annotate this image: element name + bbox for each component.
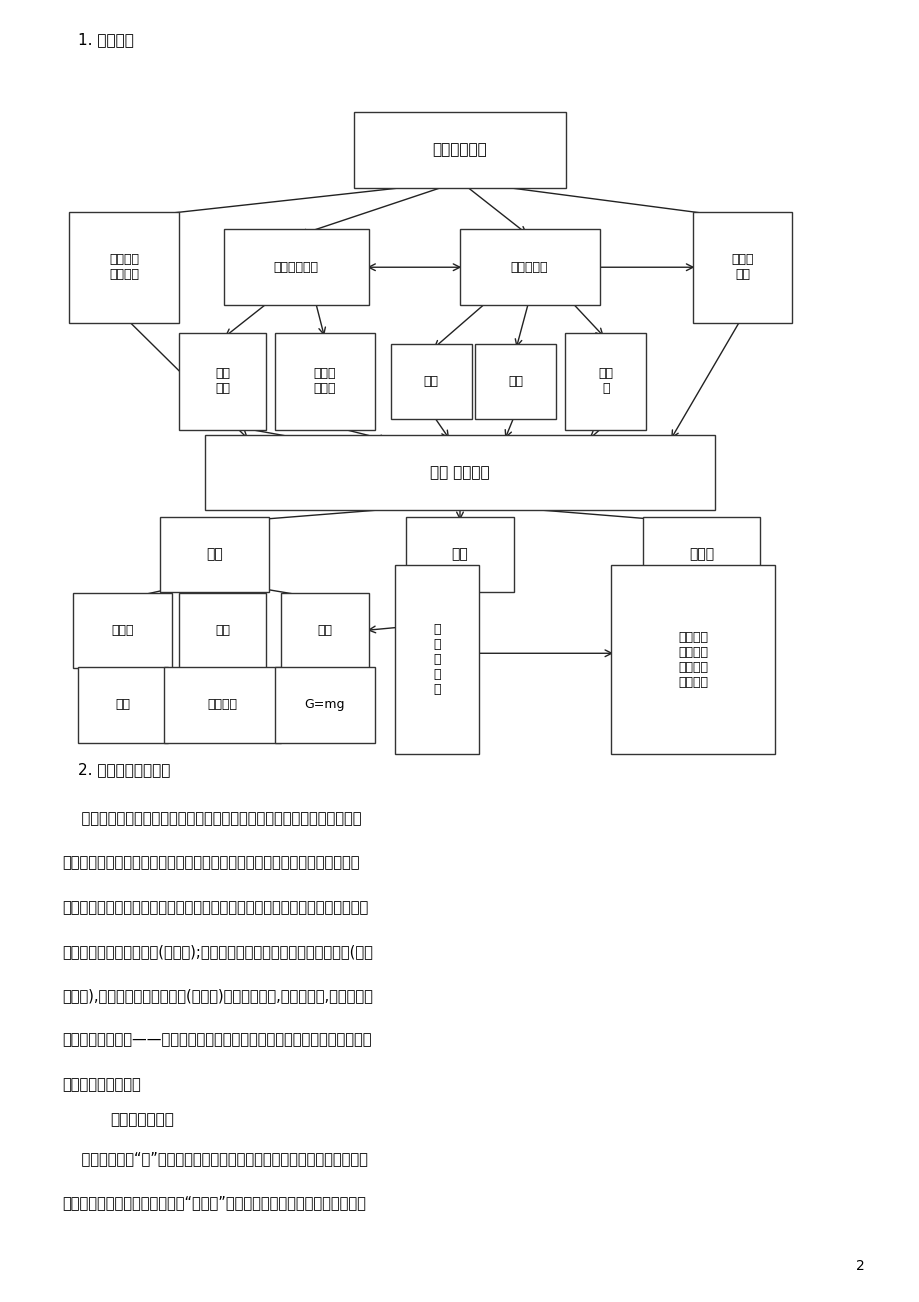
- FancyBboxPatch shape: [564, 332, 645, 430]
- FancyBboxPatch shape: [394, 565, 479, 754]
- Text: 力的作用
是相互的: 力的作用 是相互的: [109, 253, 139, 281]
- Text: 重力: 重力: [206, 547, 222, 561]
- FancyBboxPatch shape: [69, 212, 179, 323]
- FancyBboxPatch shape: [692, 212, 791, 323]
- FancyBboxPatch shape: [611, 565, 775, 754]
- Text: 大小: 大小: [317, 624, 332, 637]
- Text: 生认知事物的一般规律。本章首先从学生的经验出发概括出力的概念，力的作用: 生认知事物的一般规律。本章首先从学生的经验出发概括出力的概念，力的作用: [62, 900, 369, 915]
- FancyBboxPatch shape: [275, 332, 374, 430]
- Text: 2: 2: [855, 1259, 864, 1273]
- FancyBboxPatch shape: [354, 112, 565, 187]
- Text: 介绍三种常见的力——弹力、重力和摩擦力。通过本章知识的学习引导学生跨: 介绍三种常见的力——弹力、重力和摩擦力。通过本章知识的学习引导学生跨: [62, 1032, 371, 1048]
- Text: 方向: 方向: [215, 624, 230, 637]
- Text: G=mg: G=mg: [304, 698, 345, 711]
- FancyBboxPatch shape: [77, 667, 167, 742]
- Text: 改变运
动状态: 改变运 动状态: [313, 367, 335, 396]
- FancyBboxPatch shape: [391, 344, 471, 419]
- Text: 竖直向下: 竖直向下: [208, 698, 237, 711]
- Text: （三）学情分析: （三）学情分析: [110, 1112, 174, 1128]
- Text: 力、弹力、摩擦力的基本知识。本章教材的编排由浅入深，层层递进，符合学: 力、弹力、摩擦力的基本知识。本章教材的编排由浅入深，层层递进，符合学: [62, 855, 359, 871]
- FancyBboxPatch shape: [275, 667, 374, 742]
- FancyBboxPatch shape: [460, 229, 599, 305]
- Text: 力的初步概念: 力的初步概念: [432, 142, 487, 158]
- FancyBboxPatch shape: [178, 332, 266, 430]
- Text: 本章主要学习力的概念、力的测量、力的三要素、力的表示方法，以及重: 本章主要学习力的概念、力的测量、力的三要素、力的表示方法，以及重: [62, 811, 360, 827]
- Text: 初中学生对于“力”，既熟悉又陌生。虽然在平时的生活、生产中经常谈到: 初中学生对于“力”，既熟悉又陌生。虽然在平时的生活、生产中经常谈到: [62, 1151, 367, 1167]
- FancyBboxPatch shape: [475, 344, 556, 419]
- Text: 力的示
意图: 力的示 意图: [731, 253, 753, 281]
- Text: 力的三要素: 力的三要素: [510, 260, 548, 273]
- FancyBboxPatch shape: [178, 592, 266, 668]
- Text: 大小: 大小: [424, 375, 438, 388]
- Text: 作用
点: 作用 点: [597, 367, 613, 396]
- FancyBboxPatch shape: [160, 517, 268, 592]
- Text: 是相互的和力的作用效果(第一节);然后介绍影响力的作用效果的三个因素(力的: 是相互的和力的作用效果(第一节);然后介绍影响力的作用效果的三个因素(力的: [62, 944, 373, 960]
- Text: 三要素),力的单位和力的示意图(第二节)。在此基础上,第三、第四,第五节分别: 三要素),力的单位和力的示意图(第二节)。在此基础上,第三、第四,第五节分别: [62, 988, 373, 1004]
- Text: 作用点: 作用点: [111, 624, 134, 637]
- Text: 常见 的三种力: 常见 的三种力: [430, 465, 489, 480]
- FancyBboxPatch shape: [642, 517, 760, 592]
- Text: 方向: 方向: [507, 375, 523, 388]
- Text: 力的作用效果: 力的作用效果: [274, 260, 318, 273]
- Text: 入力学世界的大门。: 入力学世界的大门。: [62, 1077, 142, 1092]
- Text: 摩擦力: 摩擦力: [688, 547, 713, 561]
- Text: 重心: 重心: [115, 698, 130, 711]
- Text: 弹力: 弹力: [451, 547, 468, 561]
- FancyBboxPatch shape: [281, 592, 369, 668]
- FancyBboxPatch shape: [223, 229, 369, 305]
- Text: 弹
簧
测
力
计: 弹 簧 测 力 计: [433, 624, 440, 697]
- FancyBboxPatch shape: [73, 592, 172, 668]
- Text: 产生
形变: 产生 形变: [215, 367, 230, 396]
- Text: 实验探究
滑动摩擦
力与哪些
因素有关: 实验探究 滑动摩擦 力与哪些 因素有关: [677, 630, 708, 689]
- Text: 力，但这时的知识只是关于力的“前概念”和经验性认识。其中有一些是基本正: 力，但这时的知识只是关于力的“前概念”和经验性认识。其中有一些是基本正: [62, 1195, 366, 1211]
- FancyBboxPatch shape: [164, 667, 281, 742]
- Text: 1. 知识框架: 1. 知识框架: [78, 33, 134, 48]
- Text: 2. 内容内在逻辑分析: 2. 内容内在逻辑分析: [78, 762, 170, 777]
- FancyBboxPatch shape: [405, 517, 514, 592]
- FancyBboxPatch shape: [204, 435, 715, 510]
